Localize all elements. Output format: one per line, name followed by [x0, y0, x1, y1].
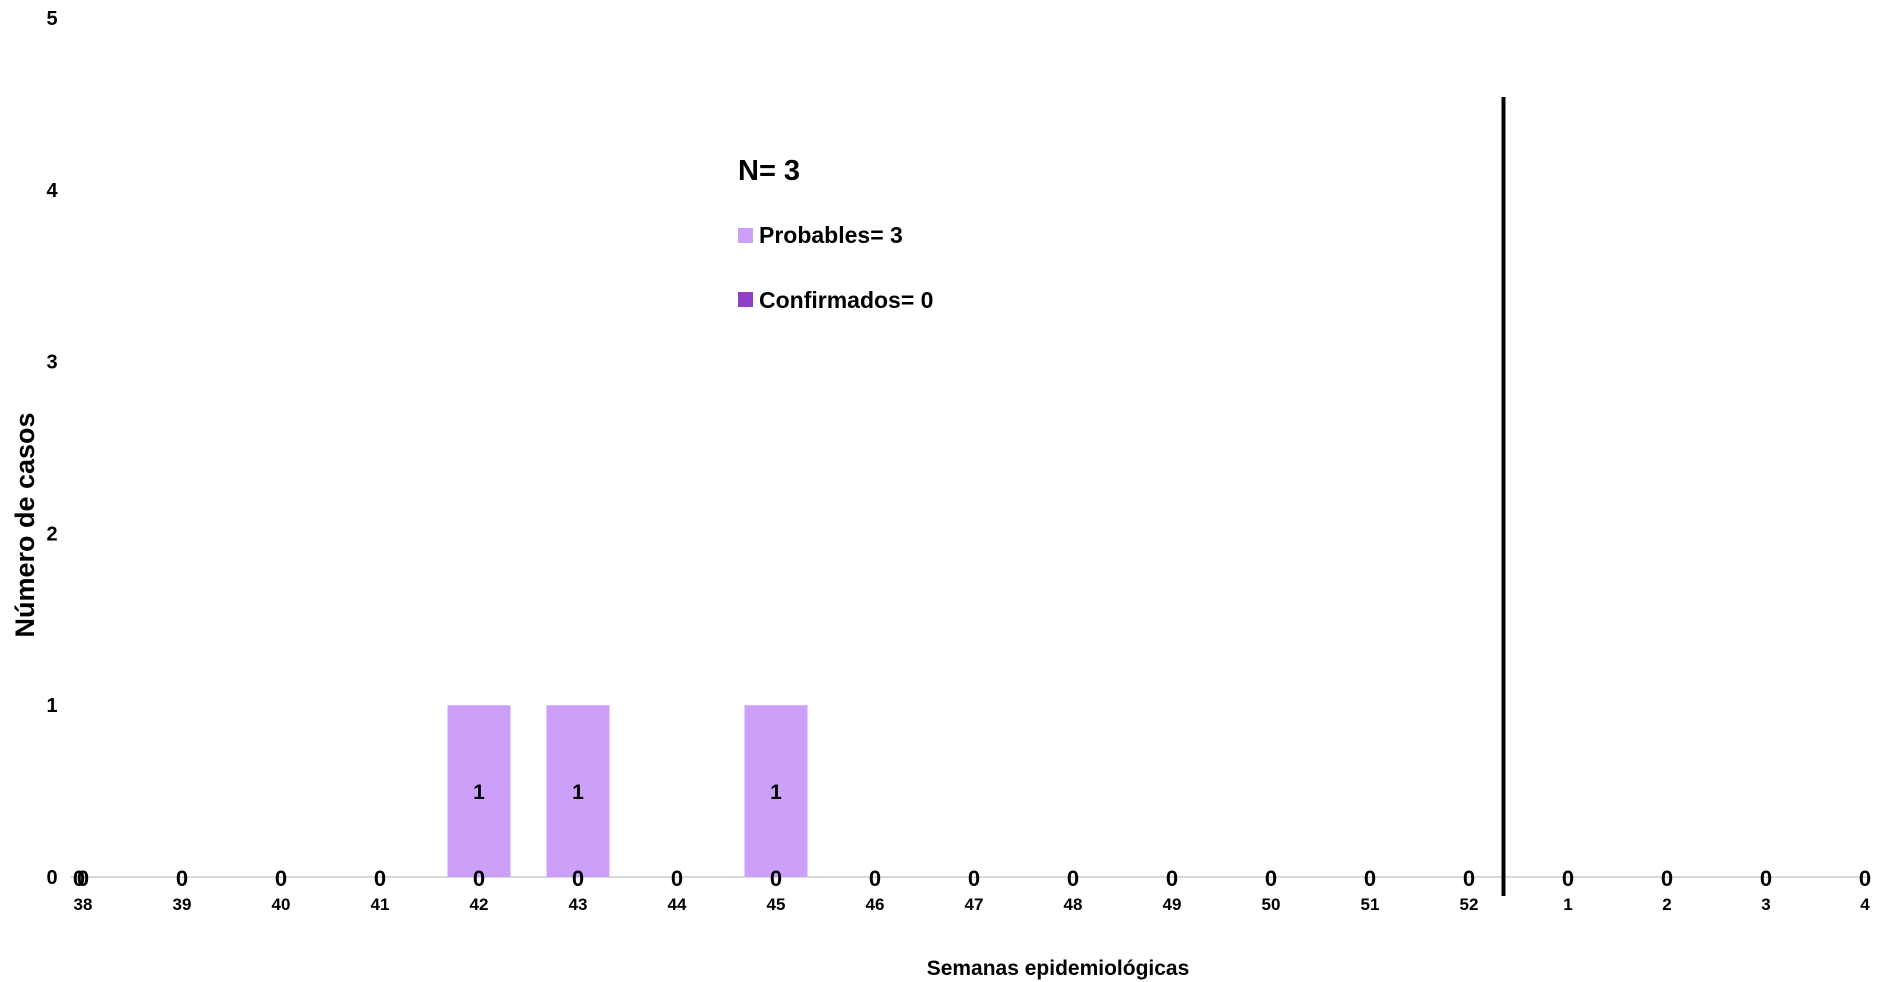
x-tick-label-3: 3: [1761, 895, 1770, 914]
bar-value-label-probables: 1: [770, 781, 782, 804]
y-tick-label: 2: [46, 523, 57, 545]
data-label-confirmados-zero: 0: [968, 866, 980, 891]
data-label-confirmados-zero: 0: [869, 866, 881, 891]
data-label-confirmados-zero: 0: [374, 866, 386, 891]
x-tick-label-44: 44: [668, 895, 687, 914]
data-label-confirmados-zero: 0: [1760, 866, 1772, 891]
x-tick-label-4: 4: [1860, 895, 1870, 914]
x-axis-ticks: 38 39 40 41 42 43 44 45 46 47 48 49 50 51 52 1 2 3 4: [74, 895, 1871, 914]
bar-value-label-probables: 1: [572, 781, 584, 804]
bar-probables-42: [447, 705, 511, 877]
data-label-confirmados-zero: 0: [1067, 866, 1079, 891]
y-axis-label: Número de casos: [10, 412, 40, 637]
x-tick-label-41: 41: [371, 895, 390, 914]
data-label-confirmados-zero: 0: [572, 866, 584, 891]
legend-label-confirmados: Confirmados= 0: [759, 287, 933, 313]
y-tick-label: 5: [46, 8, 57, 30]
x-tick-label-49: 49: [1163, 895, 1182, 914]
data-label-confirmados-zero: 0: [473, 866, 485, 891]
data-label-confirmados-zero: 0: [1265, 866, 1277, 891]
data-label-confirmados-zero: 0: [1562, 866, 1574, 891]
x-tick-label-50: 50: [1262, 895, 1281, 914]
x-tick-label-51: 51: [1361, 895, 1380, 914]
y-tick-label: 4: [46, 180, 58, 202]
data-label-confirmados-zero: 0: [1859, 866, 1871, 891]
data-label-confirmados-zero: 0: [176, 866, 188, 891]
legend-label-probables: Probables= 3: [759, 222, 903, 248]
x-tick-label-47: 47: [965, 895, 984, 914]
x-tick-label-40: 40: [272, 895, 291, 914]
x-tick-label-42: 42: [470, 895, 489, 914]
data-label-confirmados-zero: 0: [770, 866, 782, 891]
x-tick-label-38: 38: [74, 895, 93, 914]
data-label-confirmados-zero: 0: [275, 866, 287, 891]
x-tick-label-39: 39: [173, 895, 192, 914]
total-annotation: N= 3: [738, 155, 800, 187]
y-tick-label: 0: [46, 867, 57, 889]
data-label-confirmados-zero: 0: [77, 866, 89, 891]
legend-swatch-probables: [738, 228, 753, 243]
x-tick-label-45: 45: [767, 895, 786, 914]
x-tick-label-1: 1: [1563, 895, 1572, 914]
data-label-probables-zero: 0: [73, 866, 85, 891]
bar-value-label-probables: 1: [473, 781, 485, 804]
data-label-confirmados-zero: 0: [671, 866, 683, 891]
x-tick-label-48: 48: [1064, 895, 1083, 914]
y-tick-label: 1: [46, 695, 57, 717]
data-label-confirmados-zero: 0: [1463, 866, 1475, 891]
x-tick-label-43: 43: [569, 895, 588, 914]
data-label-confirmados-zero: 0: [1166, 866, 1178, 891]
x-tick-label-52: 52: [1460, 895, 1479, 914]
y-axis-ticks: 0 1 2 3 4 5: [46, 8, 58, 889]
x-tick-label-2: 2: [1662, 895, 1671, 914]
x-axis-label: Semanas epidemiológicas: [927, 957, 1190, 980]
y-tick-label: 3: [46, 352, 57, 374]
bar-probables-45: [744, 705, 808, 877]
data-label-confirmados-zero: 0: [1661, 866, 1673, 891]
legend-swatch-confirmados: [738, 292, 753, 307]
x-tick-label-46: 46: [866, 895, 885, 914]
bar-probables-43: [546, 705, 610, 877]
legend: Probables= 3 Confirmados= 0: [738, 222, 933, 313]
data-label-confirmados-zero: 0: [1364, 866, 1376, 891]
